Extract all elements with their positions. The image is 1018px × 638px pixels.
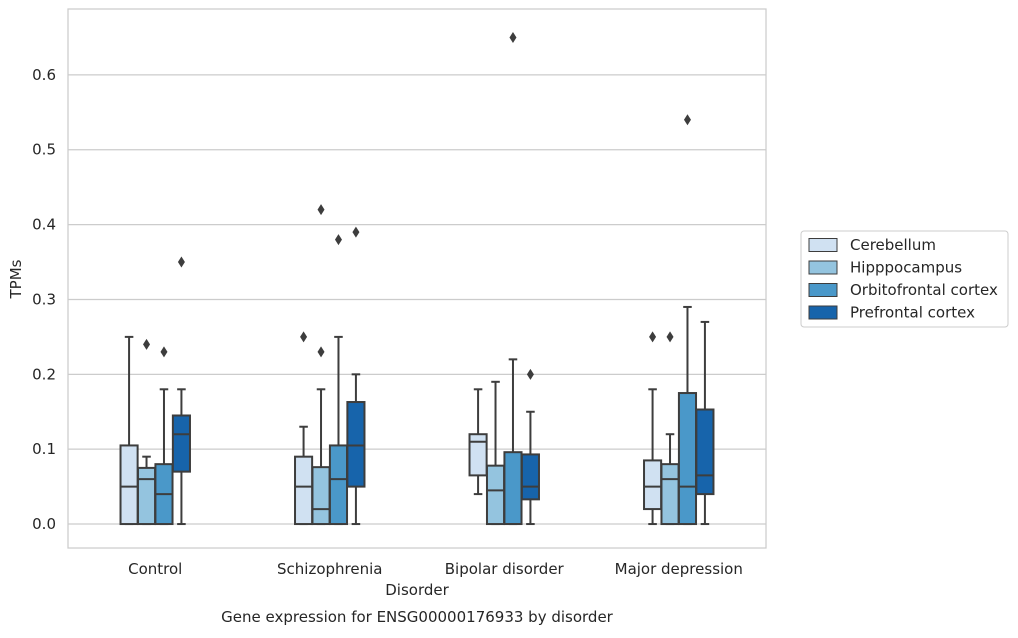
box-body xyxy=(328,444,349,526)
box xyxy=(328,234,349,526)
box xyxy=(294,331,314,526)
box-body xyxy=(485,464,506,526)
box-group xyxy=(294,204,366,526)
x-axis-label: Disorder xyxy=(385,581,449,599)
box-body xyxy=(468,433,488,477)
outlier-point xyxy=(143,338,151,350)
legend-label: Cerebellum xyxy=(850,236,936,254)
outlier-point xyxy=(683,114,691,126)
y-tick-label: 0.5 xyxy=(32,141,56,159)
box xyxy=(695,320,715,526)
legend-label: Prefrontal cortex xyxy=(850,304,975,322)
box xyxy=(503,31,523,526)
x-tick-labels: Control Schizophrenia Bipolar disorder Majo… xyxy=(128,560,743,578)
y-tick-label: 0.4 xyxy=(32,216,56,234)
box-groups xyxy=(119,31,715,526)
box xyxy=(468,388,488,496)
legend-item: Prefrontal cortex xyxy=(808,304,975,322)
outlier-point xyxy=(160,346,168,358)
box xyxy=(643,331,663,526)
x-tick-label: Bipolar disorder xyxy=(445,560,565,578)
y-tick-label: 0.1 xyxy=(32,440,56,458)
y-tick-label: 0.2 xyxy=(32,365,56,383)
x-tick-label: Major depression xyxy=(615,560,743,578)
y-axis-label: TPMs xyxy=(7,259,25,299)
legend-swatch xyxy=(808,238,838,252)
box-body xyxy=(119,444,139,526)
outlier-point xyxy=(649,331,657,343)
y-tick-labels: 0.0 0.1 0.2 0.3 0.4 0.5 0.6 xyxy=(32,66,56,533)
box-body xyxy=(294,455,314,526)
legend-label: Hipppocampus xyxy=(850,259,962,277)
outlier-point xyxy=(177,256,185,268)
outlier-point xyxy=(317,204,325,216)
legend-item: Orbitofrontal cortex xyxy=(808,281,998,299)
legend-swatch xyxy=(808,305,838,320)
y-tick-label: 0.3 xyxy=(32,290,56,308)
box-group xyxy=(119,256,191,526)
box xyxy=(311,204,331,526)
outlier-point xyxy=(666,331,674,343)
legend-label: Orbitofrontal cortex xyxy=(850,281,998,299)
box xyxy=(346,226,366,526)
y-tick-label: 0.6 xyxy=(32,66,56,84)
legend-frame xyxy=(800,230,1009,328)
box-group xyxy=(643,114,715,526)
outlier-point xyxy=(317,346,325,358)
outlier-point xyxy=(352,226,360,238)
box-body xyxy=(311,466,331,526)
box-body xyxy=(346,401,366,488)
box-body xyxy=(660,463,680,526)
box-body xyxy=(695,408,715,496)
box-group xyxy=(468,31,540,526)
outlier-point xyxy=(509,31,517,43)
box-body xyxy=(643,459,663,511)
box xyxy=(154,346,174,526)
outlier-point xyxy=(526,368,534,380)
figure-caption: Gene expression for ENSG00000176933 by d… xyxy=(221,608,614,626)
box xyxy=(171,256,191,526)
x-tick-label: Control xyxy=(128,560,182,578)
legend-swatch xyxy=(808,260,838,275)
box-body xyxy=(677,392,698,526)
box xyxy=(136,338,157,526)
legend: Cerebellum Hipppocampus Orbitofrontal cort… xyxy=(800,230,1009,328)
x-tick-label: Schizophrenia xyxy=(277,560,382,578)
box-body xyxy=(136,466,157,526)
outlier-point xyxy=(334,234,342,246)
legend-item: Hipppocampus xyxy=(808,259,962,277)
box-body xyxy=(171,414,191,473)
box xyxy=(520,368,540,526)
box-body xyxy=(503,451,523,526)
plot-frame xyxy=(67,8,767,549)
box-body xyxy=(520,453,540,501)
legend-swatch xyxy=(808,283,838,297)
y-tick-label: 0.0 xyxy=(32,515,56,533)
outlier-point xyxy=(300,331,308,343)
legend-item: Cerebellum xyxy=(808,236,936,254)
